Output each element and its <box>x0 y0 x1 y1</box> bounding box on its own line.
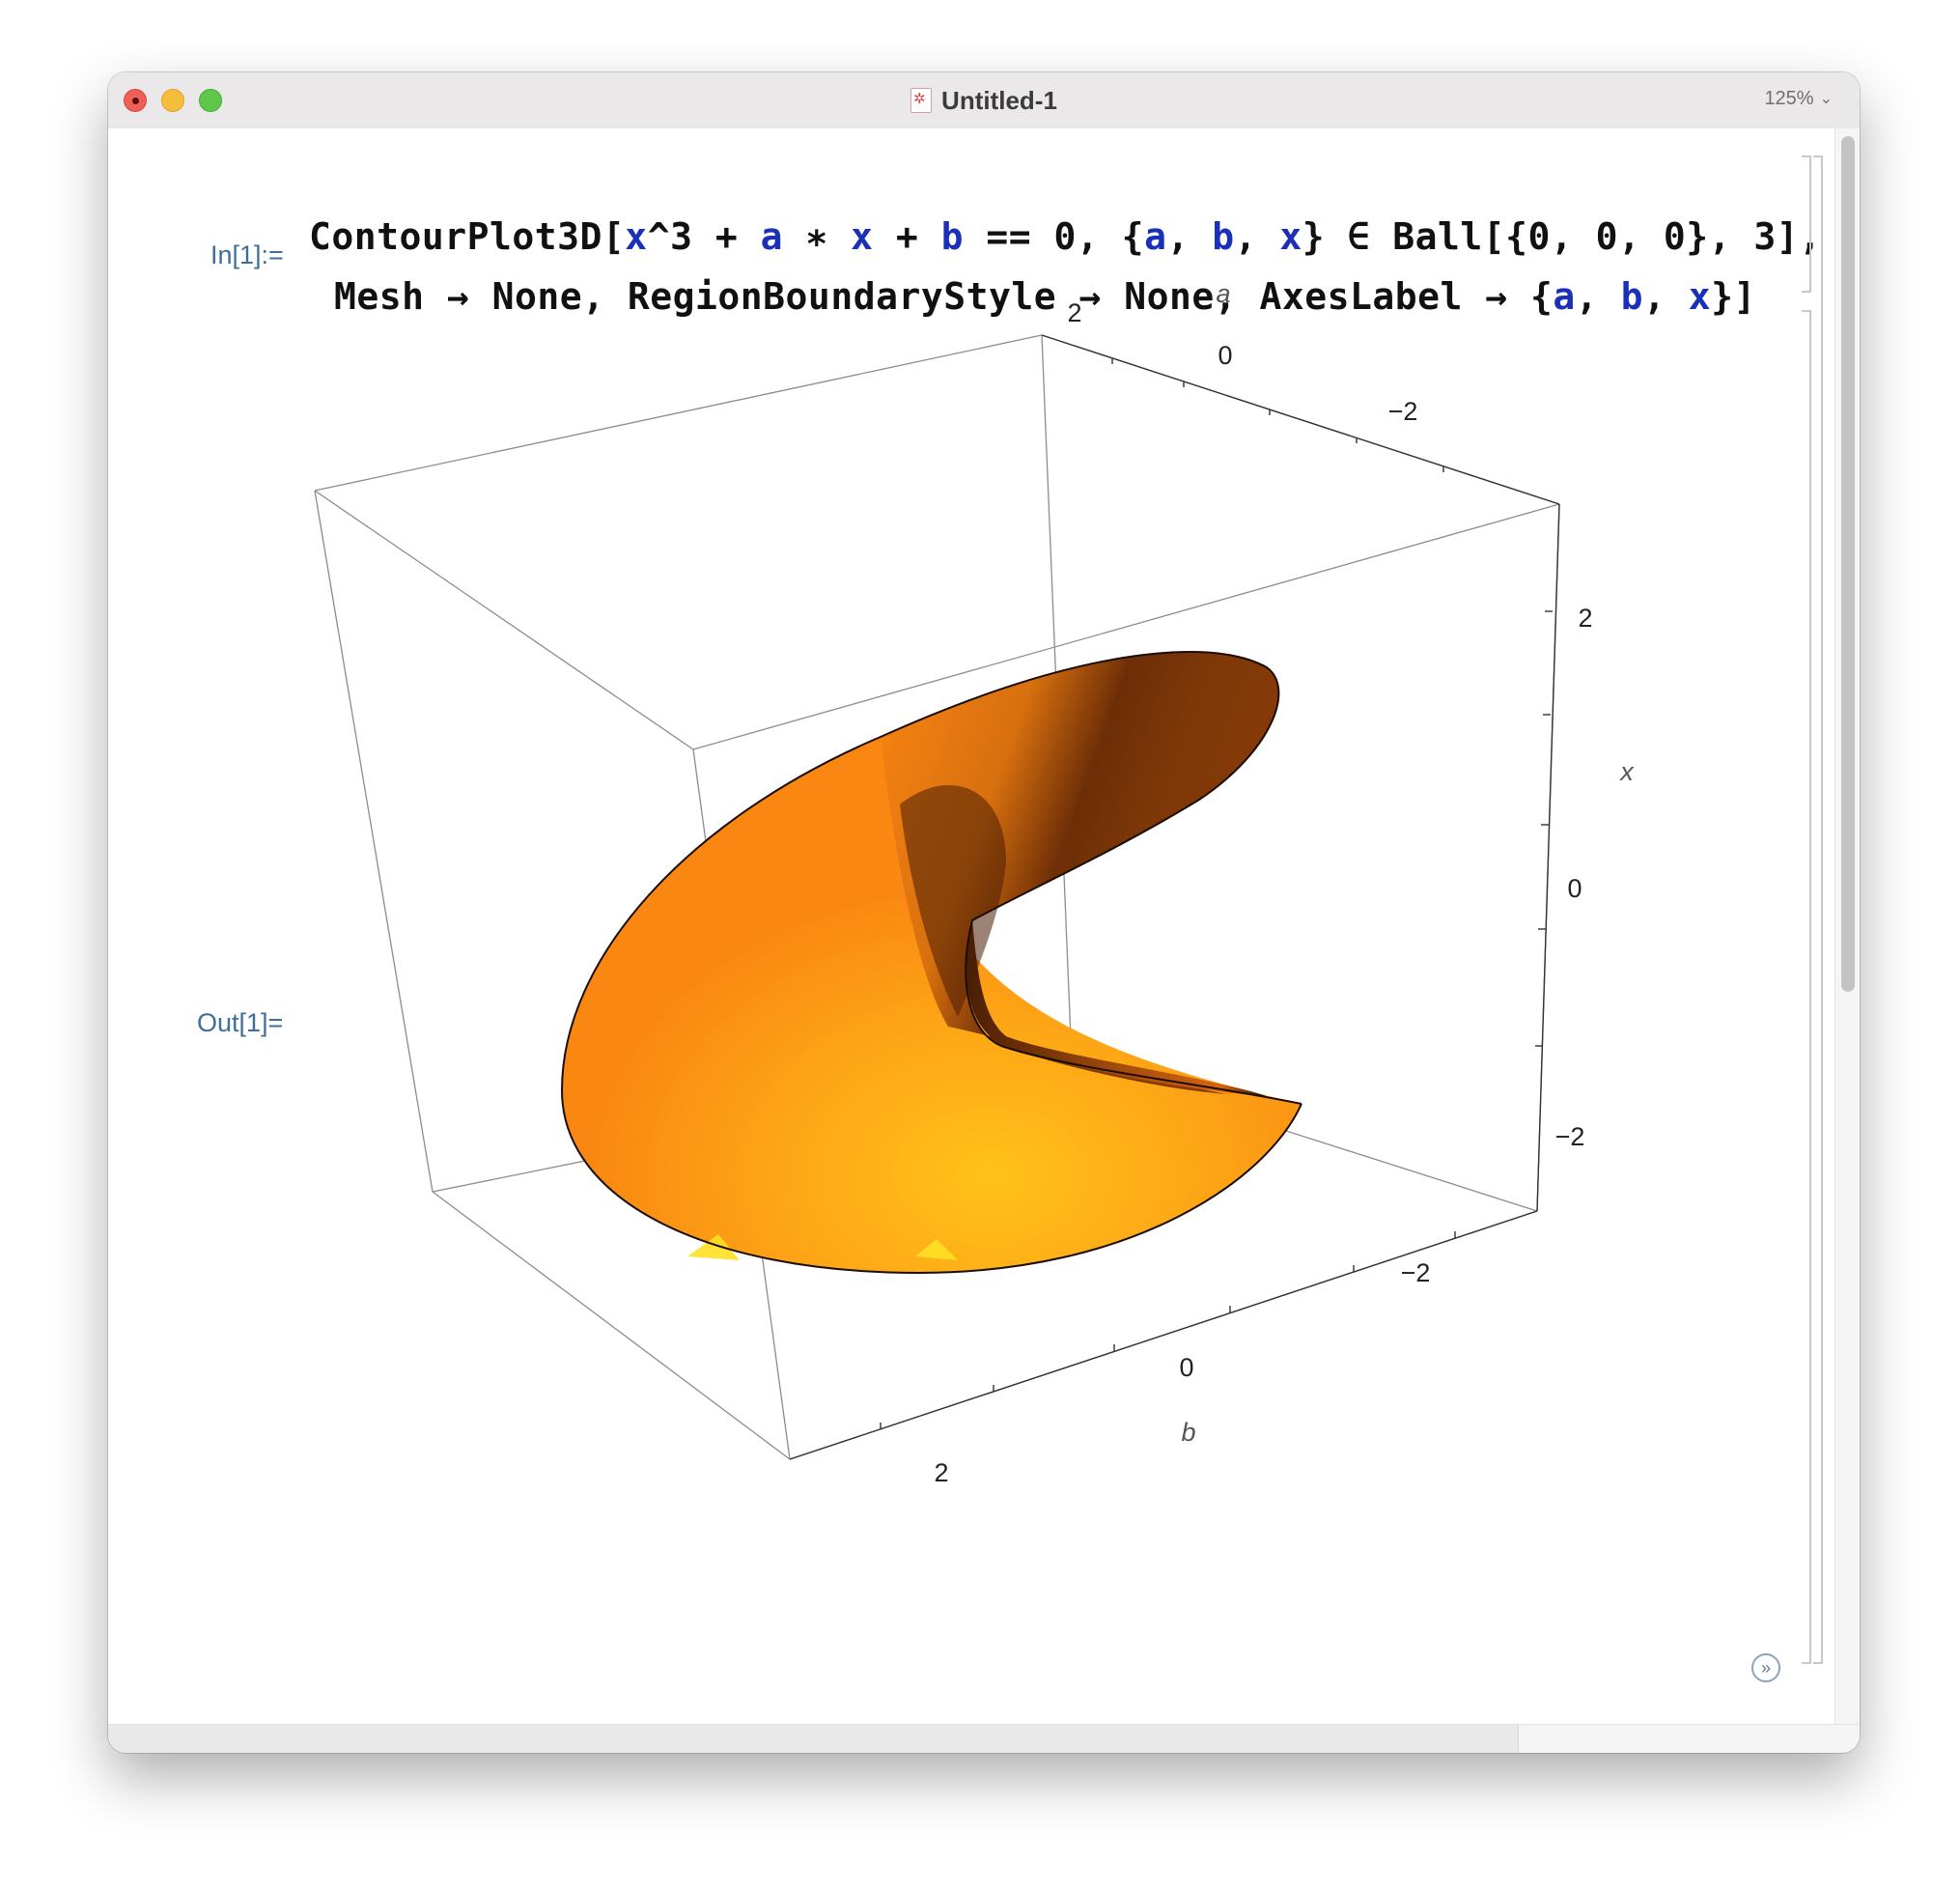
b-axis-line <box>789 1210 1538 1460</box>
chevron-down-icon: ⌄ <box>1819 90 1833 107</box>
b-axis-label: b <box>1181 1418 1195 1447</box>
cell-group-bracket[interactable] <box>1813 155 1823 1664</box>
x-axis-label: x <box>1618 757 1635 786</box>
surface <box>560 651 1302 1275</box>
a-axis-tick-label: 2 <box>1067 298 1081 327</box>
a-axis-label: a <box>1216 283 1230 308</box>
b-axis-tick-label: −2 <box>1401 1258 1431 1287</box>
surface-glint-1 <box>687 1234 740 1260</box>
box-edge-left-top <box>314 490 694 750</box>
a-axis <box>1041 334 1560 505</box>
surface-upper-sheet <box>881 651 1279 1094</box>
close-window-button[interactable] <box>124 89 147 112</box>
surface-glint-2 <box>915 1239 958 1260</box>
output-cell-label: Out[1]= <box>197 1008 284 1037</box>
zoom-level: 125% <box>1764 88 1814 109</box>
minimize-window-button[interactable] <box>161 89 184 112</box>
horizontal-scrollbar[interactable] <box>108 1724 1860 1753</box>
box-edge-back-top <box>314 334 1043 492</box>
notebook-window: Untitled-1 125% ⌄ In[1]:= ContourPlot3D[… <box>108 72 1860 1753</box>
x-axis-tick-label: 2 <box>1578 604 1592 633</box>
input-code-line-2[interactable]: Mesh → None, RegionBoundaryStyle → None,… <box>334 275 1756 318</box>
x-axis-tick-label: 0 <box>1567 874 1582 903</box>
b-axis-tick-label: 0 <box>1179 1353 1193 1382</box>
x-axis-tick-label: −2 <box>1555 1122 1585 1151</box>
input-cell-bracket[interactable] <box>1802 155 1811 293</box>
input-code-line-1[interactable]: ContourPlot3D[x^3 + a ∗ x + b == 0, {a, … <box>309 215 1822 258</box>
surface-boundary-outline <box>560 651 1302 1275</box>
zoom-menu[interactable]: 125% ⌄ <box>1764 88 1833 110</box>
box-edge-left-vertical <box>314 490 434 1193</box>
surface-lower-sheet <box>562 737 1302 1273</box>
horizontal-scroll-thumb[interactable] <box>108 1725 1519 1753</box>
zoom-window-button[interactable] <box>199 89 222 112</box>
contour-plot-3d[interactable]: a 2 0 −2 x 2 0 −2 −2 0 2 b <box>108 283 1750 1693</box>
b-axis <box>789 1210 1538 1460</box>
x-axis-line <box>1536 503 1560 1212</box>
document-icon <box>910 88 933 113</box>
box-edge-front-top <box>692 503 1560 750</box>
surface-inner-lip <box>966 920 1267 1096</box>
box-edge-left-bottom <box>432 1191 791 1460</box>
a-axis-tick-label: 0 <box>1218 341 1232 370</box>
vertical-scrollbar[interactable] <box>1834 128 1860 1724</box>
title-bar: Untitled-1 125% ⌄ <box>108 72 1860 129</box>
a-axis-line <box>1041 334 1560 505</box>
vertical-scroll-thumb[interactable] <box>1841 136 1855 992</box>
input-cell-label: In[1]:= <box>210 240 284 269</box>
expand-output-icon[interactable]: » <box>1751 1653 1780 1682</box>
unsaved-indicator-icon <box>132 98 139 104</box>
a-axis-tick-label: −2 <box>1388 397 1418 426</box>
output-cell-bracket[interactable] <box>1802 310 1811 1664</box>
notebook-content[interactable]: In[1]:= ContourPlot3D[x^3 + a ∗ x + b ==… <box>108 128 1860 1724</box>
window-title: Untitled-1 <box>941 85 1057 115</box>
x-axis <box>1535 503 1560 1212</box>
surface-shadow-fold <box>900 785 1006 1017</box>
b-axis-tick-label: 2 <box>934 1458 948 1487</box>
